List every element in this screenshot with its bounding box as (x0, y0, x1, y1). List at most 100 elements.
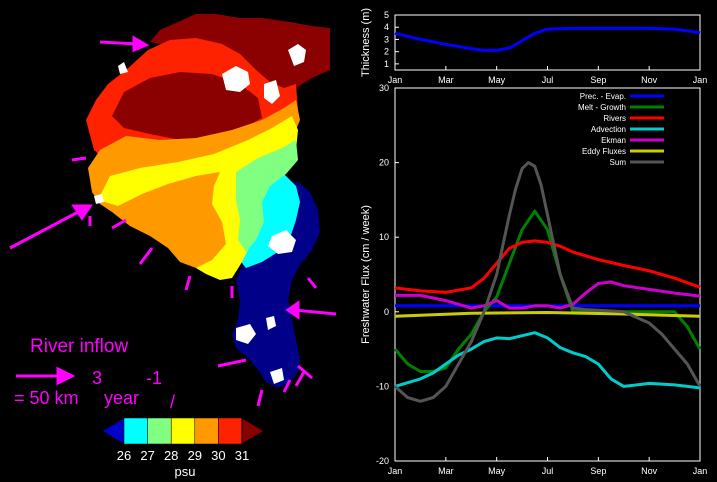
y-tick-label: 4 (384, 22, 389, 32)
legend-label: Eddy Fluxes (582, 147, 626, 156)
colorbar-segment (218, 417, 243, 445)
x-tick-label: Jul (542, 75, 554, 85)
river-arrow-head (71, 204, 93, 221)
scale-prefix: = 50 km (14, 388, 79, 408)
map-island (270, 368, 284, 384)
river-arrow (111, 218, 127, 230)
legend-label: Melt - Growth (578, 103, 626, 112)
colorbar-segment (147, 417, 172, 445)
series-line-ekman (395, 280, 701, 310)
river-arrow (293, 308, 337, 316)
scale-exp-3: 3 (92, 368, 102, 388)
river-arrow (184, 275, 192, 291)
x-tick-label: May (488, 466, 506, 476)
x-tick-label: Jul (542, 466, 554, 476)
y-tick-label: 10 (379, 232, 389, 242)
river-arrow (256, 389, 264, 407)
thickness-chart: Jan Mar May Jul Sep Nov Jan 1 2 3 4 5 Thickness (m) (360, 8, 707, 85)
river-arrow (217, 358, 247, 368)
y-tick-label: 2 (384, 47, 389, 57)
y-tick-label: 0 (384, 307, 389, 317)
x-tick-label: Jan (388, 75, 403, 85)
y-tick-label: 5 (384, 10, 389, 20)
x-tick-label: Nov (641, 466, 658, 476)
series-line-eddy-fluxes (394, 311, 701, 318)
map-island (288, 44, 306, 66)
y-tick-label: 1 (384, 59, 389, 69)
colorbar-segment (194, 417, 219, 445)
y-tick-label: -10 (376, 381, 389, 391)
y-axis-label: Thickness (m) (360, 8, 372, 77)
river-arrow-head (56, 366, 76, 386)
river-arrow-head (132, 35, 150, 53)
x-tick-label: May (488, 75, 506, 85)
colorbar-tick-label: 28 (164, 448, 178, 463)
legend-label: Rivers (603, 114, 626, 123)
river-arrow (297, 364, 313, 380)
map-zone-light-green (236, 140, 298, 252)
river-arrow (282, 379, 292, 393)
y-tick-label: 20 (379, 158, 389, 168)
scale-year: year (104, 388, 139, 408)
x-tick-label: Jan (388, 466, 403, 476)
colorbar-tick-label: 26 (117, 448, 131, 463)
x-tick-label: Jan (693, 75, 708, 85)
x-tick-label: Sep (590, 466, 606, 476)
map-island (94, 194, 104, 204)
inflow-legend: River inflow = 50 km 3 year -1 / (14, 336, 175, 412)
river-arrow (9, 208, 83, 250)
freshwater-flux-chart: Jan Mar May Jul Sep Nov Jan-20-100102030Freshw… (360, 83, 707, 476)
colorbar-segment (123, 417, 148, 445)
x-tick-label: Sep (590, 75, 606, 85)
map-island (266, 316, 276, 330)
map-island (118, 62, 128, 74)
scale-exp-neg1: -1 (146, 368, 162, 388)
colorbar-min-arrow (101, 417, 125, 445)
y-tick-label: 3 (384, 34, 389, 44)
inflow-title: River inflow (30, 336, 128, 357)
plot-frame (394, 87, 701, 462)
map-island (222, 66, 250, 92)
legend-label: Sum (610, 158, 627, 167)
map-zone-deep-red (150, 14, 330, 90)
map-zone-deep-red-core (112, 72, 262, 140)
colorbar-ticks: 26 27 28 29 30 31 (117, 448, 249, 463)
series-line-advection (394, 331, 701, 390)
y-tick-label: 30 (379, 83, 389, 93)
colorbar-unit: psu (175, 464, 196, 479)
salinity-map (86, 14, 330, 388)
colorbar-segment (170, 417, 196, 445)
legend-label: Prec. - Evap. (580, 92, 626, 101)
legend-label: Advection (591, 125, 626, 134)
series-line-melt-growth (393, 209, 702, 373)
colorbar-tick-label: 30 (211, 448, 225, 463)
colorbar-max-arrow (241, 417, 265, 445)
y-axis-label: Freshwater Flux (cm / week) (360, 205, 372, 344)
x-tick-label: Nov (641, 75, 658, 85)
colorbar-tick-label: 31 (235, 448, 249, 463)
scale-trailing-mark: / (170, 392, 175, 412)
series-line-rivers (394, 239, 701, 294)
colorbar-tick-label: 29 (188, 448, 202, 463)
legend-label: Ekman (601, 136, 626, 145)
plot-frame (394, 14, 701, 71)
salinity-colorbar (101, 417, 265, 445)
river-inflow-arrows (9, 35, 337, 407)
x-tick-label: Jan (693, 466, 708, 476)
river-arrow (294, 371, 306, 387)
y-tick-label: -20 (376, 456, 389, 466)
series-line-thickness (394, 26, 701, 52)
x-tick-label: Mar (438, 75, 454, 85)
series-line-sum (394, 161, 702, 403)
river-arrow (138, 247, 154, 265)
x-tick-label: Mar (438, 466, 454, 476)
river-arrow (99, 40, 139, 46)
colorbar-tick-label: 27 (140, 448, 154, 463)
river-arrow (306, 277, 318, 289)
map-island (264, 80, 280, 104)
map-island (236, 324, 256, 344)
river-arrow-head (285, 300, 300, 320)
map-island (268, 230, 296, 254)
river-arrow (71, 156, 87, 162)
